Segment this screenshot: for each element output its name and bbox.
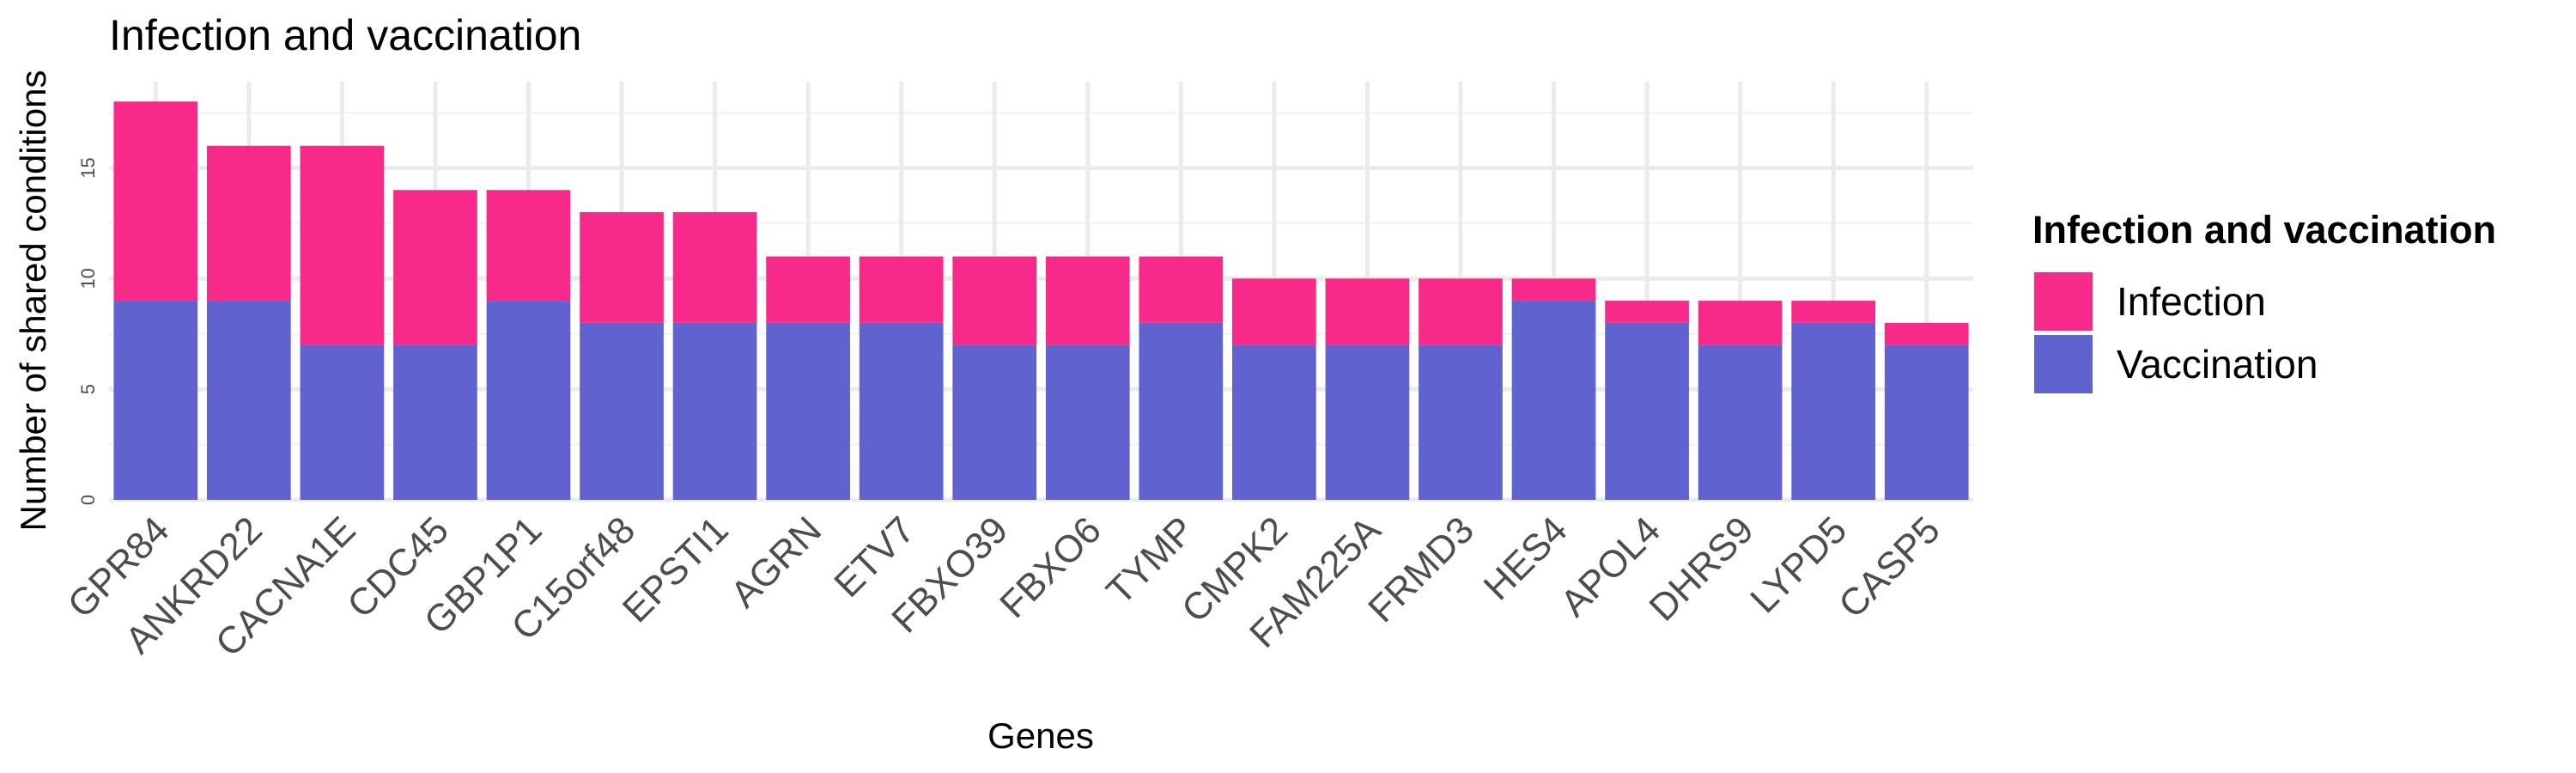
bar-infection-HES4	[1511, 278, 1596, 301]
x-axis-label: Genes	[987, 715, 1094, 756]
legend-label-infection: Infection	[2117, 279, 2266, 324]
bar-infection-CMPK2	[1232, 278, 1316, 345]
bar-vaccination-CACNA1E	[300, 344, 385, 500]
legend-swatch-vaccination	[2034, 335, 2093, 393]
y-tick-label: 10	[77, 268, 99, 289]
x-tick-label: FBXO6	[992, 508, 1109, 626]
bar-vaccination-HES4	[1511, 301, 1596, 500]
bar-vaccination-ANKRD22	[206, 301, 291, 500]
bar-infection-FRMD3	[1419, 278, 1503, 345]
bar-infection-GBP1P1	[486, 190, 571, 301]
bar-infection-DHRS9	[1698, 301, 1783, 345]
bar-infection-C15orf48	[580, 212, 664, 323]
bar-infection-ANKRD22	[206, 145, 291, 301]
x-tick-label: AGRN	[723, 508, 830, 616]
bar-infection-TYMP	[1139, 256, 1224, 323]
bars	[113, 101, 1969, 500]
legend: Infection and vaccination Infection Vacc…	[2032, 208, 2496, 393]
bar-infection-FAM225A	[1325, 278, 1410, 345]
bar-infection-FBXO6	[1045, 256, 1130, 345]
x-tick-label: CASP5	[1831, 508, 1948, 626]
bar-infection-GPR84	[113, 101, 198, 301]
gridlines	[109, 82, 1973, 502]
legend-label-vaccination: Vaccination	[2117, 342, 2318, 386]
bar-vaccination-FRMD3	[1419, 344, 1503, 500]
y-tick-label: 0	[77, 495, 99, 505]
bar-vaccination-FBXO39	[952, 344, 1037, 500]
bar-vaccination-C15orf48	[580, 322, 664, 500]
bar-vaccination-APOL4	[1605, 322, 1689, 500]
y-axis-label: Number of shared conditions	[13, 70, 53, 532]
bar-vaccination-CASP5	[1884, 344, 1969, 500]
bar-infection-FBXO39	[952, 256, 1037, 345]
bar-vaccination-GBP1P1	[486, 301, 571, 500]
x-tick-labels: GPR84ANKRD22CACNA1ECDC45GBP1P1C15orf48EP…	[60, 508, 1948, 665]
bar-vaccination-EPSTI1	[672, 322, 757, 500]
bar-infection-ETV7	[859, 256, 944, 323]
x-tick-label: EPSTI1	[615, 508, 737, 630]
x-tick-label: FRMD3	[1360, 508, 1482, 630]
bar-infection-CASP5	[1884, 322, 1969, 345]
bar-infection-LYPD5	[1791, 301, 1876, 323]
bar-vaccination-LYPD5	[1791, 322, 1876, 500]
bar-infection-APOL4	[1605, 301, 1689, 323]
legend-item-infection: Infection	[2034, 272, 2266, 331]
bar-vaccination-AGRN	[766, 322, 850, 500]
bar-vaccination-FBXO6	[1045, 344, 1130, 500]
legend-swatch-infection	[2034, 272, 2093, 331]
y-tick-label: 15	[77, 157, 99, 178]
bar-vaccination-DHRS9	[1698, 344, 1783, 500]
bar-vaccination-GPR84	[113, 301, 198, 500]
bar-infection-CDC45	[393, 190, 477, 345]
y-tick-labels: 0 5 10 15	[77, 157, 99, 505]
bar-vaccination-TYMP	[1139, 322, 1224, 500]
bar-infection-CACNA1E	[300, 145, 385, 345]
legend-item-vaccination: Vaccination	[2034, 335, 2318, 393]
chart-title: Infection and vaccination	[109, 11, 581, 59]
bar-infection-AGRN	[766, 256, 850, 323]
bar-vaccination-CMPK2	[1232, 344, 1316, 500]
y-tick-label: 5	[77, 384, 99, 394]
bar-vaccination-CDC45	[393, 344, 477, 500]
bar-vaccination-FAM225A	[1325, 344, 1410, 500]
legend-title: Infection and vaccination	[2032, 208, 2496, 252]
bar-infection-EPSTI1	[672, 212, 757, 323]
x-tick-label: DHRS9	[1642, 508, 1762, 629]
bar-vaccination-ETV7	[859, 322, 944, 500]
